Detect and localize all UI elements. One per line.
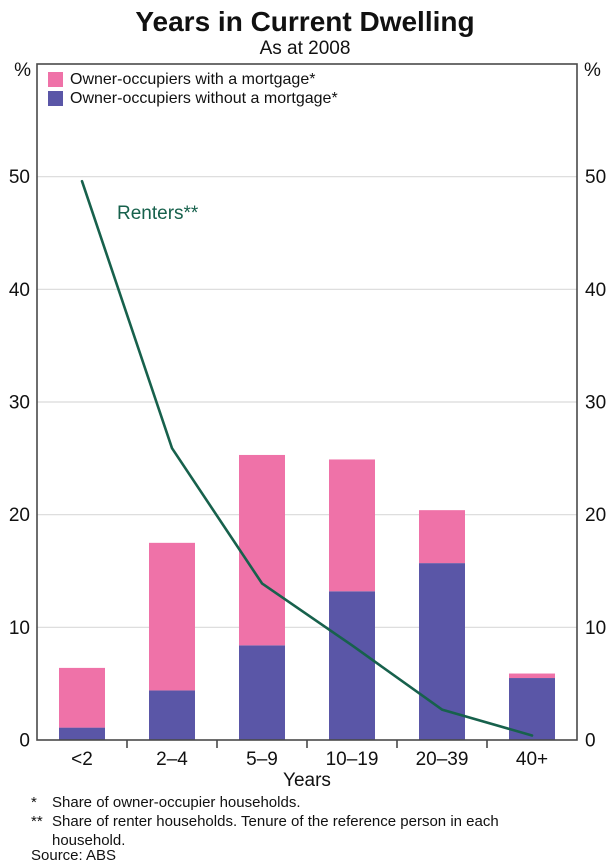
footnote-1-marker: *: [31, 794, 37, 811]
y-tick-label-right: 30: [585, 393, 606, 414]
x-tick-label: 2–4: [156, 749, 188, 770]
y-tick-label-right: 20: [585, 505, 606, 526]
x-tick-label: 10–19: [326, 749, 379, 770]
footnotes: * Share of owner-occupier households. **…: [31, 793, 531, 850]
bar-segment-with-mortgage: [329, 459, 375, 592]
x-tick-label: 20–39: [416, 749, 469, 770]
bar-segment-with-mortgage: [509, 673, 555, 679]
y-tick-label-left: 0: [19, 731, 30, 752]
footnote-2-text: Share of renter households. Tenure of th…: [52, 813, 499, 849]
bar-segment-without-mortgage: [59, 727, 105, 740]
y-axis-unit-right: %: [584, 60, 601, 81]
bar-segment-with-mortgage: [419, 510, 465, 564]
y-tick-label-right: 10: [585, 618, 606, 639]
y-tick-label-right: 40: [585, 280, 606, 301]
legend: Owner-occupiers with a mortgage* Owner-o…: [48, 70, 338, 108]
y-tick-label-left: 50: [9, 167, 30, 188]
x-axis-title: Years: [283, 770, 331, 791]
x-tick-label: 40+: [516, 749, 548, 770]
page-title: Years in Current Dwelling: [135, 6, 475, 37]
page-subtitle: As at 2008: [259, 38, 351, 59]
bar-segment-with-mortgage: [59, 667, 105, 728]
legend-swatch-pink-icon: [48, 72, 63, 87]
bar-segment-without-mortgage: [239, 645, 285, 740]
bar-segment-without-mortgage: [509, 678, 555, 740]
y-tick-label-left: 20: [9, 505, 30, 526]
y-tick-label-left: 40: [9, 280, 30, 301]
footnote-2-marker: **: [31, 813, 43, 830]
bar-segment-without-mortgage: [329, 591, 375, 740]
y-tick-label-left: 30: [9, 393, 30, 414]
footnote-1: * Share of owner-occupier households.: [31, 793, 531, 812]
footnote-1-text: Share of owner-occupier households.: [52, 794, 301, 811]
source-line: Source: ABS: [31, 847, 117, 864]
renters-line: [80, 179, 534, 737]
legend-label: Owner-occupiers without a mortgage*: [70, 90, 338, 107]
legend-label: Owner-occupiers with a mortgage*: [70, 71, 316, 88]
legend-item-without-mortgage: Owner-occupiers without a mortgage*: [48, 89, 338, 108]
legend-item-with-mortgage: Owner-occupiers with a mortgage*: [48, 70, 338, 89]
footnote-2: ** Share of renter households. Tenure of…: [31, 812, 531, 850]
y-tick-label-left: 10: [9, 618, 30, 639]
legend-swatch-purple-icon: [48, 91, 63, 106]
chart-plot-area: 0 0 10 10 20 20 30 30 40 40 50 50% % <2 2–4 5–9 10–19 20–…: [9, 60, 606, 770]
bar-segment-with-mortgage: [239, 454, 285, 646]
bar-segment-without-mortgage: [149, 690, 195, 740]
y-tick-label-right: 50: [585, 167, 606, 188]
renters-line-label: Renters**: [117, 203, 199, 224]
bar-segment-with-mortgage: [149, 542, 195, 691]
x-tick-label: 5–9: [246, 749, 278, 770]
y-tick-label-right: 0: [585, 731, 596, 752]
y-axis-unit-left: %: [14, 60, 31, 81]
x-tick-label: <2: [71, 749, 93, 770]
